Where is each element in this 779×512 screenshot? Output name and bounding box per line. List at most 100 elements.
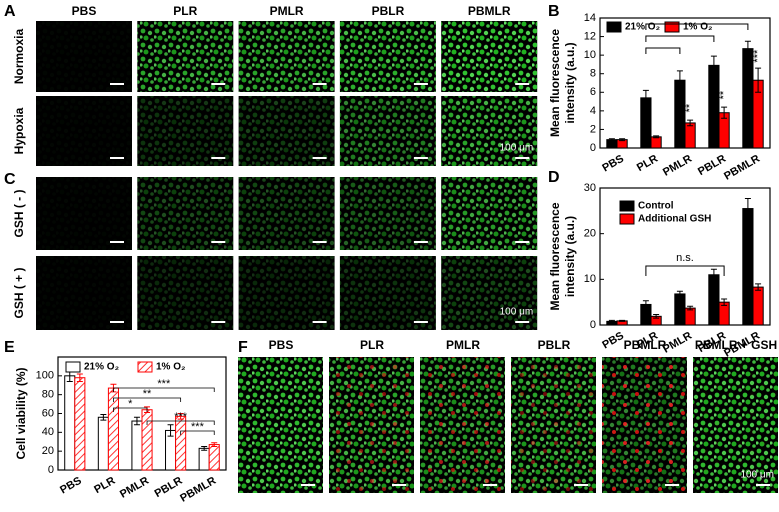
x-tick-label: PMLR: [661, 153, 694, 179]
image-cells: [137, 21, 234, 92]
column-label: PBLR: [372, 4, 405, 18]
bar: [131, 420, 143, 471]
error-bar: [755, 283, 762, 291]
image-cells: [339, 21, 436, 92]
bracket: [113, 387, 215, 392]
y-axis-label: Mean fluorescence: [548, 29, 562, 137]
image-cells: [238, 256, 335, 330]
error-bar: [133, 416, 140, 426]
image-bg: [36, 177, 132, 250]
bar: [175, 415, 187, 471]
image-cells: [36, 256, 132, 330]
legend-label: Additional GSH: [638, 214, 711, 225]
image-cells: [137, 177, 234, 250]
legend-swatch: [65, 361, 81, 373]
image-cells: [137, 96, 234, 166]
bar: [650, 136, 662, 149]
x-tick-label: PBMLR: [722, 153, 762, 183]
column-label: PBMLR: [468, 4, 511, 18]
error-bar: [653, 135, 660, 139]
error-bar: [619, 319, 626, 322]
y-tick-label: 40: [42, 426, 54, 438]
y-tick-label: 100: [36, 370, 54, 382]
panel-label: C: [4, 171, 16, 188]
column-label: PLR: [360, 338, 384, 352]
y-tick-label: 4: [590, 105, 596, 117]
image-cells: [441, 177, 538, 250]
error-bar: [642, 300, 649, 309]
image-cells: [238, 21, 335, 92]
error-bar: [676, 290, 683, 298]
legend-swatch: [619, 200, 635, 212]
bar: [684, 122, 696, 149]
error-bar: [642, 89, 649, 106]
y-tick-label: 8: [590, 68, 596, 80]
image-cells: [339, 96, 436, 166]
y-tick-label: 0: [48, 464, 54, 476]
column-label: PBS: [269, 338, 294, 352]
panel-label: A: [4, 3, 16, 20]
image-red: [511, 357, 596, 493]
bar: [708, 64, 720, 149]
y-tick-label: 0: [590, 319, 596, 331]
y-tick-label: 10: [584, 273, 596, 285]
bracket: [645, 47, 681, 54]
y-tick-label: 30: [584, 182, 596, 194]
image-red: [420, 357, 505, 493]
error-bar: [167, 424, 174, 437]
bar: [64, 375, 76, 471]
annotation: ***: [174, 411, 188, 423]
panel-label: D: [548, 169, 560, 186]
image-cells: [238, 177, 335, 250]
y-tick-label: 10: [584, 49, 596, 61]
bracket: [180, 430, 215, 435]
legend-label: 21% O₂: [625, 22, 660, 33]
annotation: **: [143, 388, 152, 400]
image-red: [602, 357, 687, 493]
bar: [97, 416, 109, 471]
error-bar: [687, 305, 694, 311]
annotation: n.s.: [676, 252, 694, 264]
x-tick-label: PBS: [600, 330, 626, 352]
image-cells: [441, 21, 538, 92]
error-bar: [76, 373, 83, 382]
x-tick-label: PBMLR: [178, 475, 218, 505]
legend-swatch: [606, 21, 622, 33]
error-bar: [710, 55, 717, 76]
y-tick-label: 0: [590, 142, 596, 154]
scale-label: 100 μm: [500, 307, 534, 318]
bracket: [645, 35, 715, 42]
x-tick-label: PMLR: [661, 330, 694, 356]
image-cells: [238, 357, 323, 493]
annotation: **: [718, 90, 730, 99]
bar: [674, 293, 686, 326]
image-cells: [339, 177, 436, 250]
bracket: [113, 397, 182, 402]
y-axis-label: intensity (a.u.): [563, 216, 577, 297]
legend-label: 1% O₂: [683, 22, 712, 33]
legend-swatch: [664, 21, 680, 33]
image-cells: [36, 21, 132, 92]
error-bar: [608, 319, 615, 323]
legend-label: Control: [638, 201, 674, 212]
image-cells: [36, 177, 132, 250]
column-label: PBLR: [538, 338, 571, 352]
y-axis-label: Cell viability (%): [14, 367, 28, 459]
y-tick-label: 20: [42, 445, 54, 457]
image-cells: [238, 96, 335, 166]
bar: [752, 286, 764, 326]
column-label: PBMLR + GSH: [695, 338, 777, 352]
error-bar: [619, 138, 626, 142]
x-tick-label: PBS: [600, 153, 626, 175]
x-tick-label: PLR: [92, 475, 117, 496]
image-red: [329, 357, 414, 493]
y-axis-label: intensity (a.u.): [563, 42, 577, 123]
column-label: PLR: [173, 4, 197, 18]
row-label: GSH ( - ): [12, 190, 26, 238]
error-bar: [710, 268, 717, 281]
image-cells: [441, 256, 538, 330]
column-label: PMLR: [446, 338, 480, 352]
image-bg: [36, 256, 132, 330]
